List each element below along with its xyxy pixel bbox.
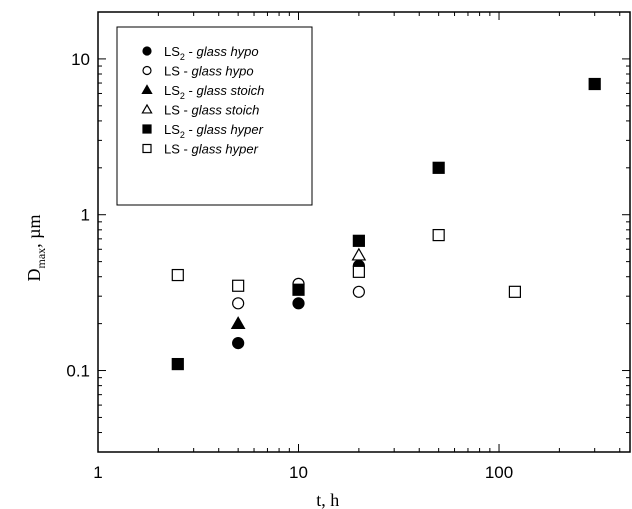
legend-box <box>116 26 313 206</box>
data-point <box>352 234 365 247</box>
legend-marker <box>142 46 152 56</box>
y-tick-label: 1 <box>81 206 90 225</box>
data-point <box>588 77 601 91</box>
y-axis-title: Dmax, µm <box>24 214 48 281</box>
data-point <box>171 357 184 371</box>
legend-marker <box>141 103 153 114</box>
legend-label: LS - glass hyper <box>164 142 259 157</box>
legend-marker <box>141 84 153 95</box>
legend-label: LS2 - glass stoich <box>164 83 264 101</box>
data-point <box>230 316 246 329</box>
legend-marker <box>142 143 152 154</box>
x-tick-label: 100 <box>485 463 513 482</box>
data-point <box>432 228 445 242</box>
data-markers <box>171 77 601 371</box>
plot-border <box>97 11 631 453</box>
data-point <box>171 268 184 282</box>
axis-tick-labels: 1 10 100 0.1 1 10 <box>66 50 513 482</box>
x-tick-label: 10 <box>289 463 308 482</box>
data-point <box>352 265 365 278</box>
data-point <box>351 247 367 261</box>
legend: LS2 - glass hypo LS - glass hypo LS2 - gla… <box>116 26 313 206</box>
x-tick-label: 1 <box>93 463 102 482</box>
data-point <box>232 297 245 310</box>
data-point <box>432 161 445 174</box>
legend-label: LS - glass stoich <box>164 103 259 118</box>
legend-label: LS2 - glass hypo <box>164 44 259 62</box>
data-point <box>232 279 245 292</box>
legend-marker <box>142 65 152 76</box>
plot-frame <box>97 11 631 453</box>
axis-ticks <box>97 11 630 453</box>
data-point <box>292 283 305 296</box>
data-point <box>232 336 245 350</box>
legend-label: LS2 - glass hyper <box>164 122 264 140</box>
data-point <box>292 297 305 310</box>
axis-titles: t, h Dmax, µm <box>24 214 339 509</box>
y-tick-label: 0.1 <box>66 362 90 381</box>
y-tick-label: 10 <box>71 50 90 69</box>
data-point <box>508 285 522 298</box>
data-point <box>352 285 365 298</box>
legend-label: LS - glass hypo <box>164 64 254 79</box>
legend-marker <box>142 124 152 134</box>
x-axis-title: t, h <box>316 490 339 509</box>
